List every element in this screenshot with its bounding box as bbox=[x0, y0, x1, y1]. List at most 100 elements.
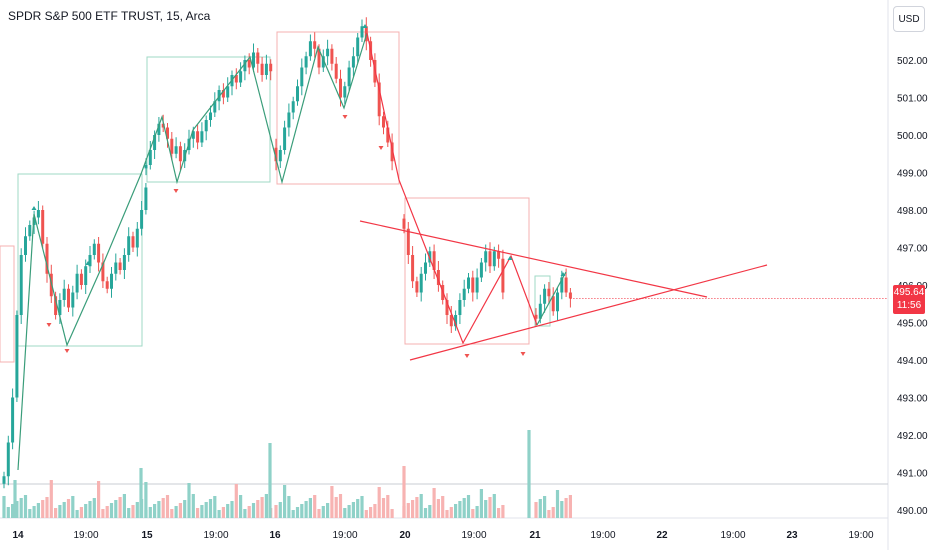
candle-body bbox=[28, 225, 32, 237]
candle-body bbox=[54, 296, 58, 315]
candle-body bbox=[564, 277, 568, 293]
volume-bar bbox=[428, 505, 432, 518]
volume-bar bbox=[23, 495, 28, 518]
candle-body bbox=[326, 48, 330, 57]
volume-bar bbox=[79, 507, 83, 518]
candle-body bbox=[11, 397, 15, 443]
y-tick-label: 493.00 bbox=[897, 394, 928, 405]
volume-bar bbox=[369, 507, 373, 518]
candle-body bbox=[62, 288, 66, 300]
candle-body bbox=[264, 63, 268, 75]
volume-bar bbox=[243, 509, 247, 518]
x-tick-label: 16 bbox=[269, 530, 281, 541]
candle-body bbox=[406, 228, 410, 255]
candle-body bbox=[131, 236, 135, 248]
volume-bar bbox=[497, 508, 501, 518]
x-tick-label: 15 bbox=[141, 530, 153, 541]
x-tick-label: 19:00 bbox=[73, 530, 98, 541]
candle-body bbox=[347, 67, 351, 87]
candle-body bbox=[178, 146, 182, 162]
volume-bar bbox=[2, 496, 6, 518]
x-tick-label: 19:00 bbox=[332, 530, 357, 541]
candle-body bbox=[419, 273, 423, 293]
candle-body bbox=[471, 277, 475, 293]
volume-bar bbox=[475, 506, 479, 518]
candle-body bbox=[291, 101, 295, 113]
volume-bar bbox=[287, 496, 291, 518]
volume-bar bbox=[32, 506, 36, 518]
candle-body bbox=[321, 56, 325, 68]
volume-bar bbox=[419, 494, 423, 518]
pattern-boxes bbox=[0, 31, 551, 363]
volume-bar bbox=[230, 501, 234, 518]
volume-bar bbox=[283, 485, 287, 518]
pattern-overlay bbox=[17, 24, 888, 471]
volume-bar bbox=[127, 508, 131, 518]
candle-body bbox=[411, 255, 415, 282]
volume-bar bbox=[454, 504, 458, 518]
candle-body bbox=[2, 476, 6, 484]
volume-bar bbox=[256, 500, 260, 518]
volume-bar bbox=[170, 509, 174, 518]
candle-body bbox=[88, 255, 92, 267]
candle-body bbox=[269, 63, 273, 72]
candle-body bbox=[71, 292, 75, 308]
volume-bar bbox=[114, 500, 118, 518]
volume-bar bbox=[406, 503, 410, 518]
volume-bar bbox=[41, 500, 45, 518]
volume-bar bbox=[415, 497, 419, 518]
volume-bar bbox=[564, 498, 568, 518]
volume-spike bbox=[268, 443, 272, 518]
volume-bar bbox=[547, 510, 551, 518]
volume-bar bbox=[360, 496, 364, 518]
candle-body bbox=[204, 120, 208, 132]
volume-bar bbox=[187, 483, 191, 518]
volume-bar bbox=[560, 501, 564, 518]
volume-bar bbox=[471, 509, 475, 518]
volume-spike bbox=[13, 480, 17, 518]
volume-bar bbox=[432, 488, 436, 518]
volume-bar bbox=[36, 503, 40, 518]
volume-bar bbox=[178, 503, 182, 518]
volume-bar bbox=[28, 509, 32, 518]
candle-body bbox=[36, 210, 40, 218]
volume-bar bbox=[217, 510, 221, 518]
y-tick-label: 502.00 bbox=[897, 56, 928, 67]
triangle-upper-line bbox=[359, 220, 708, 298]
volume-bar bbox=[239, 495, 243, 518]
volume-bar bbox=[300, 504, 304, 518]
candle-body bbox=[351, 56, 355, 68]
time-axis[interactable]: 14 19:00 15 19:00 16 19:00 20 19:00 21 19:00 22 19:… bbox=[12, 530, 874, 541]
candle-body bbox=[424, 262, 427, 274]
volume-bar bbox=[251, 503, 256, 518]
volume-bar bbox=[101, 509, 105, 518]
volume-bar bbox=[260, 497, 264, 518]
candle-body bbox=[300, 67, 304, 87]
candle-body bbox=[556, 292, 559, 312]
candle-body bbox=[45, 243, 49, 274]
volume-bar bbox=[347, 505, 351, 518]
volume-bar bbox=[88, 501, 92, 518]
candle-body bbox=[382, 116, 385, 128]
volume-bar bbox=[15, 501, 19, 518]
triangle-lower-line bbox=[409, 264, 768, 361]
symbol-title[interactable]: SPDR S&P 500 ETF TRUST, 15, Arca bbox=[8, 9, 211, 23]
candle-body bbox=[114, 262, 118, 274]
volume-bar bbox=[326, 503, 330, 518]
volume-bar bbox=[466, 495, 471, 518]
candle-body bbox=[127, 236, 131, 255]
candlesticks bbox=[2, 17, 572, 489]
volume-bar bbox=[234, 484, 238, 518]
volume-bar bbox=[183, 500, 187, 518]
candle-body bbox=[15, 315, 19, 398]
currency-button[interactable]: USD bbox=[893, 6, 925, 32]
volume-bars bbox=[2, 430, 572, 518]
candle-body bbox=[144, 187, 148, 210]
volume-bar bbox=[92, 498, 96, 518]
candle-body bbox=[191, 131, 195, 139]
candle-body bbox=[97, 243, 101, 263]
pattern-box bbox=[0, 245, 15, 363]
candle-body bbox=[454, 315, 458, 327]
y-tick-label: 494.00 bbox=[897, 356, 928, 367]
